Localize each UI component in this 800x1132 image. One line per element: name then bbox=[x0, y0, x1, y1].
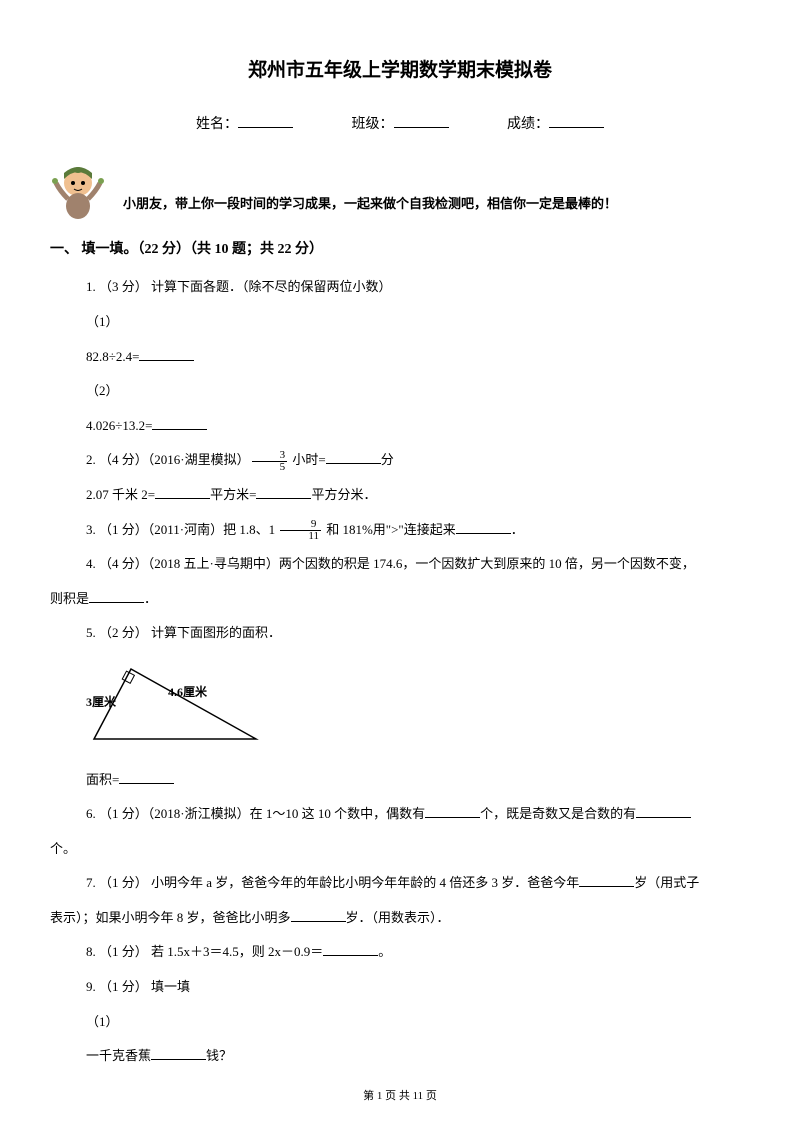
footer-a: 第 bbox=[363, 1090, 377, 1102]
q3-blank[interactable] bbox=[456, 520, 511, 534]
q2-stem: 2. （4 分）（2016·湖里模拟）35 小时= 分 bbox=[60, 446, 740, 475]
q2-blank1[interactable] bbox=[326, 450, 381, 464]
q7-a: 7. （1 分） 小明今年 a 岁，爸爸今年的年龄比小明今年年龄的 4 倍还多 … bbox=[86, 875, 579, 890]
q5-triangle-figure: 3厘米 4.6厘米 bbox=[86, 654, 740, 760]
q5-area-label: 面积= bbox=[86, 772, 119, 787]
q2-l2b: 平方米= bbox=[210, 487, 256, 502]
q1-e1: 82.8÷2.4= bbox=[86, 349, 139, 364]
section-1-header: 一、 填一填。（22 分）（共 10 题；共 22 分） bbox=[50, 235, 740, 266]
q7-line1: 7. （1 分） 小明今年 a 岁，爸爸今年的年龄比小明今年年龄的 4 倍还多 … bbox=[60, 869, 740, 898]
q2-l2a: 2.07 千米 2= bbox=[86, 487, 155, 502]
q2-blank3[interactable] bbox=[256, 485, 311, 499]
name-blank[interactable] bbox=[238, 127, 293, 128]
q4-b: 则积是 bbox=[50, 591, 89, 606]
q3-b: 和 181%用">"连接起来 bbox=[323, 522, 456, 537]
page-footer: 第 1 页 共 11 页 bbox=[0, 1084, 800, 1108]
q1-expr2: 4.026÷13.2= bbox=[60, 412, 740, 441]
q2-b: 小时= bbox=[289, 452, 326, 467]
q2-c: 分 bbox=[381, 452, 394, 467]
q6-blank1[interactable] bbox=[425, 804, 480, 818]
q9-stem: 9. （1 分） 填一填 bbox=[60, 973, 740, 1002]
q1-stem: 1. （3 分） 计算下面各题．（除不尽的保留两位小数） bbox=[60, 273, 740, 302]
q2-fraction: 35 bbox=[252, 450, 288, 473]
q1-expr1: 82.8÷2.4= bbox=[60, 343, 740, 372]
q2-blank2[interactable] bbox=[155, 485, 210, 499]
q7-line2: 表示）；如果小明今年 8 岁，爸爸比小明多 岁．（用数表示）． bbox=[50, 904, 740, 933]
q5-stem: 5. （2 分） 计算下面图形的面积． bbox=[60, 619, 740, 648]
q1-blank2[interactable] bbox=[152, 416, 207, 430]
footer-b: 页 共 bbox=[382, 1090, 412, 1102]
q4-line2: 则积是 ． bbox=[50, 585, 740, 614]
q7-c: 表示）；如果小明今年 8 岁，爸爸比小明多 bbox=[50, 910, 291, 925]
q1-part1: （1） bbox=[60, 308, 740, 337]
q2-a: 2. （4 分）（2016·湖里模拟） bbox=[86, 452, 250, 467]
score-blank[interactable] bbox=[549, 127, 604, 128]
q6-line2: 个。 bbox=[50, 835, 740, 864]
q9-part1: （1） bbox=[60, 1008, 740, 1037]
mascot-row: 小朋友，带上你一段时间的学习成果，一起来做个自我检测吧，相信你一定是最棒的！ bbox=[60, 161, 740, 223]
q3-c: ． bbox=[511, 522, 524, 537]
page-title: 郑州市五年级上学期数学期末模拟卷 bbox=[60, 50, 740, 92]
score-label: 成绩： bbox=[507, 110, 549, 141]
q2-frac-den: 5 bbox=[252, 462, 288, 473]
footer-total: 11 bbox=[413, 1090, 424, 1102]
q4-line1: 4. （4 分）（2018 五上·寻乌期中）两个因数的积是 174.6，一个因数… bbox=[60, 550, 740, 579]
q6-line1: 6. （1 分）（2018·浙江模拟）在 1～10 这 10 个数中，偶数有 个，… bbox=[60, 800, 740, 829]
footer-c: 页 bbox=[423, 1090, 437, 1102]
q8-b: 。 bbox=[378, 944, 391, 959]
q3-fraction: 911 bbox=[280, 519, 321, 542]
q3-frac-den: 11 bbox=[280, 531, 321, 542]
q8-a: 8. （1 分） 若 1.5x＋3＝4.5，则 2x－0.9＝ bbox=[86, 944, 323, 959]
q5-tri-right-label: 4.6厘米 bbox=[168, 684, 208, 699]
q2-line2: 2.07 千米 2= 平方米= 平方分米． bbox=[60, 481, 740, 510]
q7-blank1[interactable] bbox=[579, 873, 634, 887]
q7-b: 岁（用式子 bbox=[634, 875, 699, 890]
q5-area-blank[interactable] bbox=[119, 770, 174, 784]
encourage-text: 小朋友，带上你一段时间的学习成果，一起来做个自我检测吧，相信你一定是最棒的！ bbox=[123, 190, 617, 223]
q6-b: 个，既是奇数又是合数的有 bbox=[480, 806, 636, 821]
q6-blank2[interactable] bbox=[636, 804, 691, 818]
q8: 8. （1 分） 若 1.5x＋3＝4.5，则 2x－0.9＝ 。 bbox=[60, 938, 740, 967]
q9-end: 钱？ bbox=[206, 1048, 232, 1063]
q3-a: 3. （1 分）（2011·河南）把 1.8、1 bbox=[86, 522, 278, 537]
q7-d: 岁．（用数表示）． bbox=[346, 910, 450, 925]
q5-area: 面积= bbox=[60, 766, 740, 795]
mascot-icon bbox=[50, 161, 108, 223]
q8-blank[interactable] bbox=[323, 942, 378, 956]
name-label: 姓名： bbox=[196, 110, 238, 141]
q2-l2c: 平方分米． bbox=[311, 487, 376, 502]
q9-text: 一千克香蕉 bbox=[86, 1048, 151, 1063]
student-info-line: 姓名： 班级： 成绩： bbox=[60, 110, 740, 141]
q3: 3. （1 分）（2011·河南）把 1.8、1 911 和 181%用">"连… bbox=[60, 516, 740, 545]
q4-blank[interactable] bbox=[89, 589, 144, 603]
class-blank[interactable] bbox=[394, 127, 449, 128]
q4-c: ． bbox=[144, 591, 157, 606]
q1-e2: 4.026÷13.2= bbox=[86, 418, 152, 433]
q1-part2: （2） bbox=[60, 377, 740, 406]
q1-blank1[interactable] bbox=[139, 347, 194, 361]
class-label: 班级： bbox=[352, 110, 394, 141]
q9-blank[interactable] bbox=[151, 1046, 206, 1060]
q7-blank2[interactable] bbox=[291, 908, 346, 922]
q6-a: 6. （1 分）（2018·浙江模拟）在 1～10 这 10 个数中，偶数有 bbox=[86, 806, 425, 821]
q9-line: 一千克香蕉 钱？ bbox=[60, 1042, 740, 1071]
q5-tri-left-label: 3厘米 bbox=[86, 694, 117, 709]
